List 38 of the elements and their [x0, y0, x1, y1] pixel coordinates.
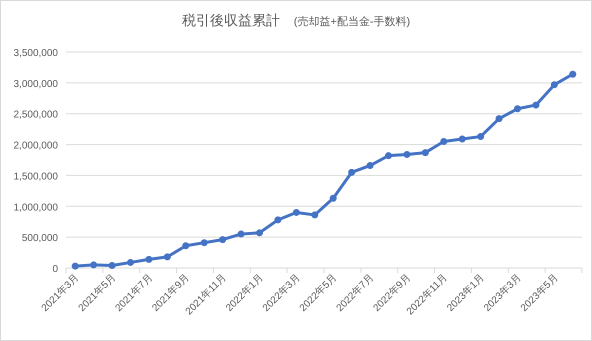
- point: [477, 133, 484, 140]
- point: [422, 149, 429, 156]
- point: [182, 242, 190, 250]
- point: [127, 258, 134, 266]
- y-tick-label: 0: [52, 264, 58, 275]
- y-tick-label: 2,500,000: [14, 110, 58, 121]
- point: [330, 194, 337, 202]
- point: [164, 253, 171, 260]
- point: [108, 262, 116, 270]
- point: [145, 256, 152, 263]
- point: [403, 150, 410, 158]
- point: [458, 136, 466, 143]
- point: [569, 70, 576, 78]
- chart-subtitle: (売却益+配当金-手数料): [294, 15, 410, 28]
- point: [311, 211, 318, 218]
- y-tick-label: 3,000,000: [14, 78, 58, 90]
- point: [385, 152, 392, 160]
- point: [238, 230, 245, 238]
- point: [292, 208, 300, 216]
- point: [219, 236, 226, 244]
- point: [532, 102, 540, 109]
- point: [256, 229, 263, 236]
- point: [90, 261, 98, 268]
- point: [200, 239, 208, 246]
- y-tick-label: 1,000,000: [14, 202, 58, 214]
- point: [348, 168, 356, 176]
- point: [72, 262, 79, 270]
- point: [274, 216, 282, 224]
- chart-title: 税引後収益累計: [182, 12, 280, 28]
- point: [496, 115, 503, 122]
- point: [366, 162, 374, 170]
- point: [550, 81, 558, 88]
- y-tick-label: 500,000: [22, 233, 58, 244]
- point: [514, 105, 521, 112]
- y-tick-label: 3,500,000: [14, 48, 58, 59]
- point: [440, 138, 448, 145]
- y-tick-label: 2,000,000: [14, 140, 58, 152]
- y-tick-label: 1,500,000: [14, 171, 58, 182]
